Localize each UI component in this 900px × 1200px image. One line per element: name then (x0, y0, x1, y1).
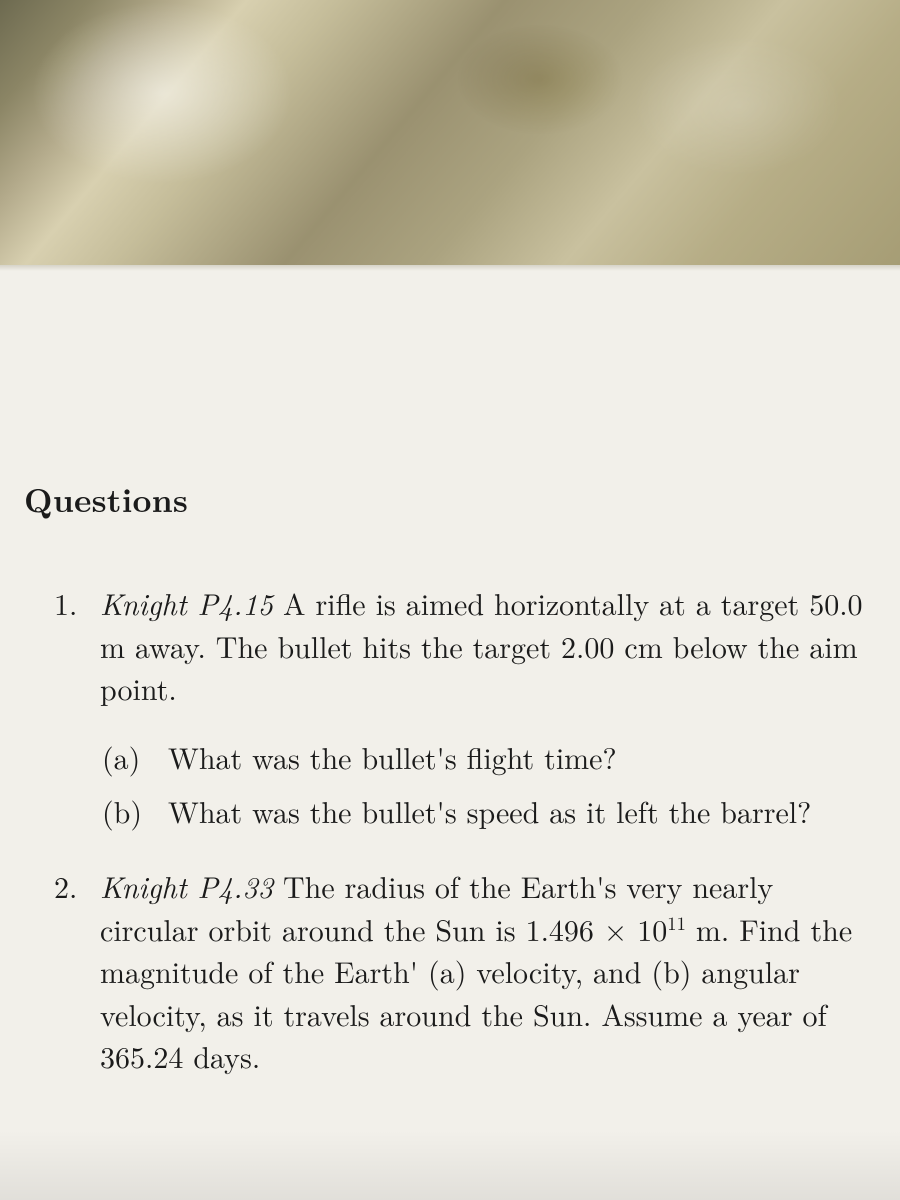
question-2-value-exp: 11 (667, 910, 686, 936)
paper-bottom-shadow (0, 1130, 900, 1200)
question-1-part-b: (b) What was the bullet's speed as it le… (102, 790, 876, 833)
question-1-part-a: (a) What was the bullet's flight time? (102, 736, 876, 779)
question-2-source: Knight P4.33 (100, 864, 273, 907)
question-1-parts: (a) What was the bullet's flight time? (… (102, 736, 876, 833)
part-label: (b) (102, 790, 142, 833)
question-2-value-unit: m (686, 907, 721, 950)
question-list: Knight P4.15 A rifle is aimed horizontal… (62, 582, 876, 1078)
section-heading: Questions (24, 475, 876, 522)
question-2-value-times: × (594, 907, 637, 950)
paper-sheet: Questions Knight P4.15 A rifle is aimed … (0, 265, 900, 1200)
question-2-value-base: 10 (637, 907, 667, 950)
question-1: Knight P4.15 A rifle is aimed horizontal… (62, 582, 876, 833)
part-text: What was the bullet's speed as it left t… (168, 789, 811, 832)
question-1-source: Knight P4.15 (100, 581, 273, 624)
part-text: What was the bullet's flight time? (168, 735, 617, 778)
desk-background (0, 0, 900, 265)
question-2: Knight P4.33 The radius of the Earth's v… (62, 865, 876, 1078)
question-2-value-mantissa: 1.496 (526, 907, 594, 950)
part-label: (a) (102, 736, 140, 779)
